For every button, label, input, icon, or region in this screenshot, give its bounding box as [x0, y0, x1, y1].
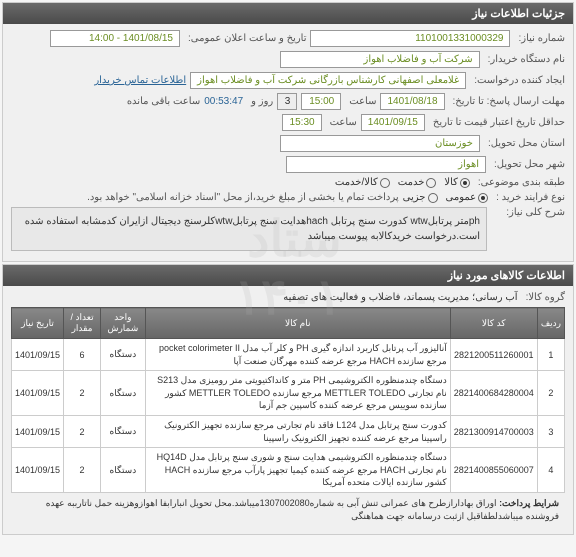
city-label: شهر محل تحویل: [494, 159, 565, 170]
credit-date: 1401/09/15 [361, 114, 425, 131]
days-value: 3 [277, 93, 297, 110]
goods-table: ردیف کد کالا نام کالا واحد شمارش تعداد /… [11, 307, 565, 493]
credit-time-label: ساعت [330, 117, 357, 128]
deadline-time-label: ساعت [349, 96, 376, 107]
buy-full-radio[interactable]: عمومی [446, 192, 489, 203]
topic-service-radio[interactable]: خدمت [398, 177, 437, 188]
table-row: 42821400855060007دستگاه چندمنظوره الکترو… [12, 448, 565, 493]
need-no-label: شماره نیاز: [518, 33, 565, 44]
topic-radio-group: کالا خدمت کالا/خدمت [335, 177, 470, 188]
summary-text: phمتر پرتابلwtw کدورت سنج پرتابل hachهدا… [11, 207, 487, 251]
announce-value: 1401/08/15 - 14:00 [50, 30, 180, 47]
cell-qty: 2 [64, 371, 101, 416]
credit-time: 15:30 [282, 114, 322, 131]
cell-unit: دستگاه [101, 339, 146, 371]
deadline-label: مهلت ارسال پاسخ: تا تاریخ: [453, 96, 565, 107]
topic-both-radio[interactable]: کالا/خدمت [335, 177, 390, 188]
panel-title: جزئیات اطلاعات نیاز [3, 3, 573, 24]
group-label: گروه کالا: [526, 292, 565, 303]
credit-label: حداقل تاریخ اعتبار قیمت تا تاریخ [433, 117, 565, 128]
cell-n: 4 [537, 448, 564, 493]
cell-name: آنالیزور آب پرتابل کاربرد اندازه گیری PH… [145, 339, 450, 371]
col-unit: واحد شمارش [101, 308, 146, 339]
buy-note: پرداخت تمام یا بخشی از مبلغ خرید،از محل … [15, 192, 399, 203]
cell-qty: 2 [64, 448, 101, 493]
cell-n: 1 [537, 339, 564, 371]
col-name: نام کالا [145, 308, 450, 339]
cell-date: 1401/09/15 [12, 371, 64, 416]
province-value: خوزستان [280, 135, 480, 152]
col-n: ردیف [537, 308, 564, 339]
cell-unit: دستگاه [101, 371, 146, 416]
summary-label: شرح کلی نیاز: [495, 207, 565, 218]
topic-goods-radio[interactable]: کالا [444, 177, 470, 188]
table-row: 22821400684280004دستگاه چندمنظوره الکترو… [12, 371, 565, 416]
timer-value: 00:53:47 [204, 96, 243, 107]
col-code: کد کالا [450, 308, 537, 339]
contact-link[interactable]: اطلاعات تماس خریدار [94, 75, 186, 86]
cell-date: 1401/09/15 [12, 448, 64, 493]
cell-date: 1401/09/15 [12, 415, 64, 447]
cell-code: 2821300914700003 [450, 415, 537, 447]
table-row: 32821300914700003کدورت سنج پرتابل مدل L1… [12, 415, 565, 447]
col-qty: تعداد / مقدار [64, 308, 101, 339]
col-date: تاریخ نیاز [12, 308, 64, 339]
org-label: نام دستگاه خریدار: [488, 54, 565, 65]
deadline-time: 15:00 [301, 93, 341, 110]
org-value: شرکت آب و فاضلاب اهواز [280, 51, 480, 68]
cell-date: 1401/09/15 [12, 339, 64, 371]
goods-panel: اطلاعات کالاهای مورد نیاز گروه کالا: آب … [2, 264, 574, 535]
cell-code: 2821400684280004 [450, 371, 537, 416]
cell-qty: 6 [64, 339, 101, 371]
announce-label: تاریخ و ساعت اعلان عمومی: [188, 33, 307, 44]
footer-label: شرایط پرداخت: [499, 498, 559, 508]
goods-header: اطلاعات کالاهای مورد نیاز [3, 265, 573, 286]
main-panel: جزئیات اطلاعات نیاز شماره نیاز: 11010013… [2, 2, 574, 262]
creator-value: غلامعلی اصفهانی کارشناس بازرگانی شرکت آب… [190, 72, 466, 89]
cell-n: 2 [537, 371, 564, 416]
cell-name: دستگاه چندمنظوره الکتروشیمی PH متر و کان… [145, 371, 450, 416]
cell-n: 3 [537, 415, 564, 447]
table-header-row: ردیف کد کالا نام کالا واحد شمارش تعداد /… [12, 308, 565, 339]
deadline-date: 1401/08/18 [380, 93, 444, 110]
cell-name: کدورت سنج پرتابل مدل L124 فاقد نام تجارت… [145, 415, 450, 447]
province-label: استان محل تحویل: [488, 138, 565, 149]
topic-label: طبقه بندی موضوعی: [478, 177, 565, 188]
timer-label: ساعت باقی مانده [127, 96, 200, 107]
need-no-value: 1101001331000329 [310, 30, 510, 47]
cell-unit: دستگاه [101, 415, 146, 447]
buy-partial-radio[interactable]: جزیی [403, 192, 438, 203]
cell-unit: دستگاه [101, 448, 146, 493]
cell-name: دستگاه چندمنظوره الکتروشیمی هدایت سنج و … [145, 448, 450, 493]
buytype-radio-group: عمومی جزیی [403, 192, 488, 203]
creator-label: ایجاد کننده درخواست: [474, 75, 565, 86]
city-value: اهواز [286, 156, 486, 173]
cell-code: 2821200511260001 [450, 339, 537, 371]
table-row: 12821200511260001آنالیزور آب پرتابل کارب… [12, 339, 565, 371]
buytype-label: نوع فرایند خرید : [496, 192, 565, 203]
days-label: روز و [251, 96, 273, 107]
footer-text: اوراق بهادارازطرح های عمرانی تنش آبی به … [46, 498, 559, 522]
group-text: آب رسانی؛ مدیریت پسماند، فاضلاب و فعالیت… [283, 292, 517, 303]
cell-code: 2821400855060007 [450, 448, 537, 493]
cell-qty: 2 [64, 415, 101, 447]
